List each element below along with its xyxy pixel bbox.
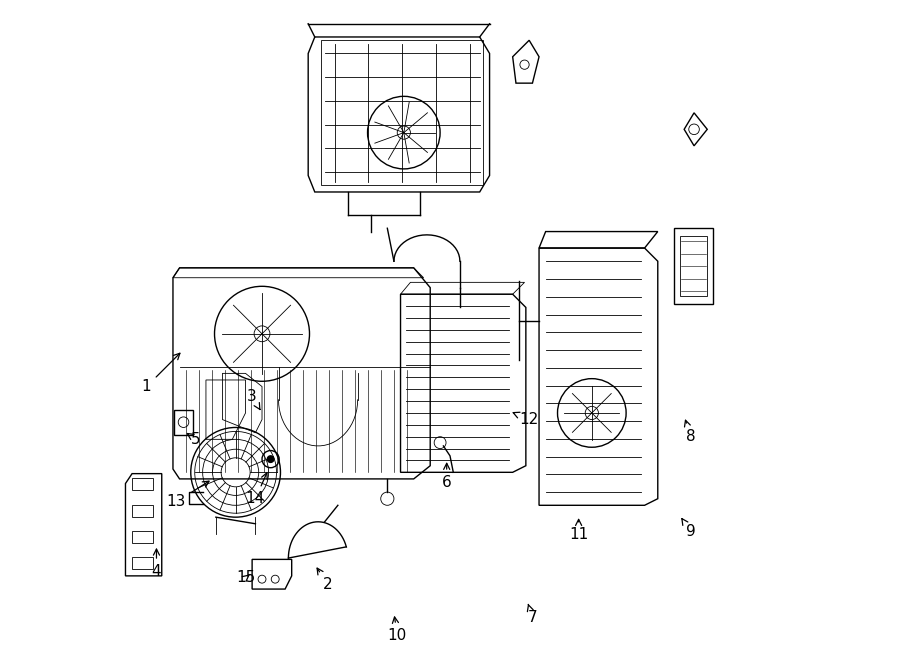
Text: 8: 8 [685, 420, 696, 444]
Text: 4: 4 [152, 549, 161, 579]
Text: 3: 3 [248, 389, 260, 410]
Circle shape [267, 456, 274, 463]
Bar [132, 531, 153, 543]
Text: 6: 6 [442, 463, 452, 490]
Text: 11: 11 [569, 520, 589, 543]
Bar [132, 504, 153, 516]
Text: 12: 12 [513, 412, 539, 427]
Text: 14: 14 [246, 473, 267, 506]
Bar [132, 479, 153, 490]
Text: 2: 2 [317, 568, 333, 592]
Text: 5: 5 [187, 432, 201, 447]
Text: 7: 7 [527, 604, 537, 625]
Text: 9: 9 [682, 518, 696, 539]
Text: 10: 10 [388, 617, 407, 642]
Bar [132, 557, 153, 569]
Text: 15: 15 [236, 570, 255, 586]
Bar [175, 410, 193, 435]
Bar [321, 40, 483, 185]
Text: 1: 1 [142, 353, 180, 394]
Text: 13: 13 [166, 481, 209, 510]
Bar [680, 236, 707, 296]
